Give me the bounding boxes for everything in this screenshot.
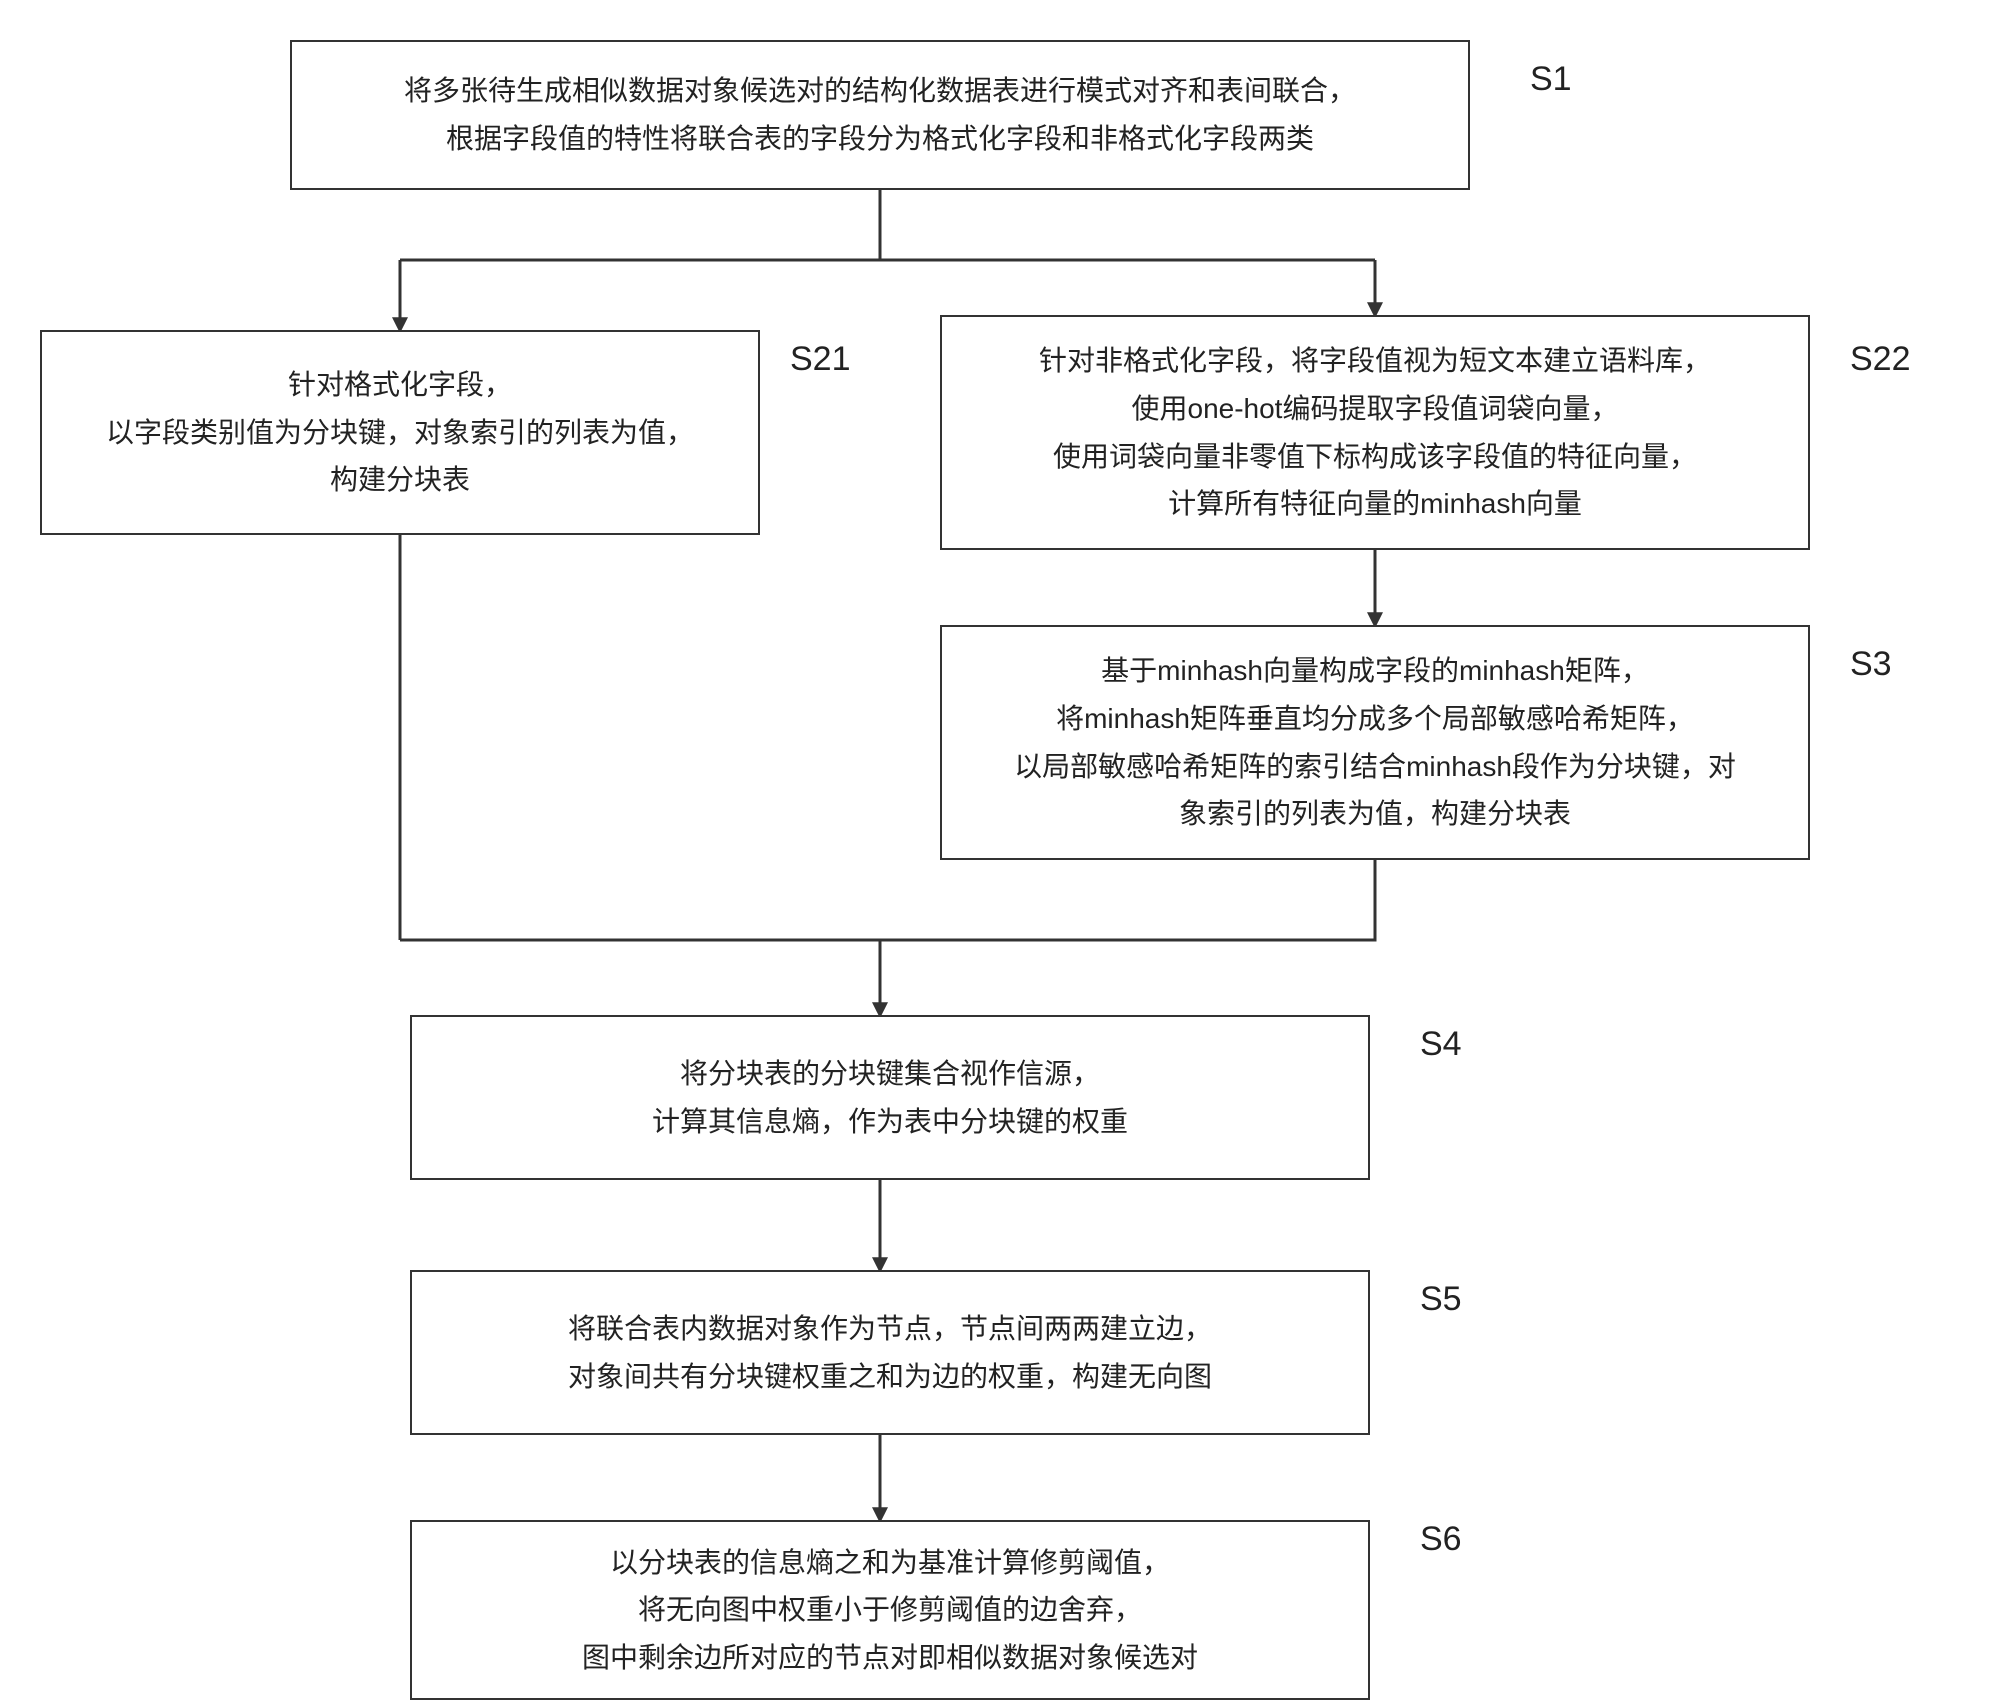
step-label-s22: S22 — [1850, 340, 1911, 379]
flowchart-node-s6: 以分块表的信息熵之和为基准计算修剪阈值，将无向图中权重小于修剪阈值的边舍弃，图中… — [410, 1520, 1370, 1700]
node-text: 将多张待生成相似数据对象候选对的结构化数据表进行模式对齐和表间联合，根据字段值的… — [404, 67, 1356, 162]
step-label-s21: S21 — [790, 340, 851, 379]
node-text: 基于minhash向量构成字段的minhash矩阵，将minhash矩阵垂直均分… — [1014, 647, 1736, 837]
flowchart-node-s5: 将联合表内数据对象作为节点，节点间两两建立边，对象间共有分块键权重之和为边的权重… — [410, 1270, 1370, 1435]
flowchart-node-s4: 将分块表的分块键集合视作信源，计算其信息熵，作为表中分块键的权重 — [410, 1015, 1370, 1180]
node-text: 将分块表的分块键集合视作信源，计算其信息熵，作为表中分块键的权重 — [652, 1050, 1128, 1145]
step-label-s1: S1 — [1530, 60, 1572, 99]
node-text: 以分块表的信息熵之和为基准计算修剪阈值，将无向图中权重小于修剪阈值的边舍弃，图中… — [582, 1539, 1198, 1682]
flowchart-canvas: 将多张待生成相似数据对象候选对的结构化数据表进行模式对齐和表间联合，根据字段值的… — [0, 0, 2003, 1704]
node-text: 针对非格式化字段，将字段值视为短文本建立语料库，使用one-hot编码提取字段值… — [1039, 337, 1711, 527]
step-label-s3: S3 — [1850, 645, 1892, 684]
node-text: 将联合表内数据对象作为节点，节点间两两建立边，对象间共有分块键权重之和为边的权重… — [568, 1305, 1212, 1400]
flowchart-node-s1: 将多张待生成相似数据对象候选对的结构化数据表进行模式对齐和表间联合，根据字段值的… — [290, 40, 1470, 190]
flowchart-edge — [400, 860, 1375, 940]
step-label-s4: S4 — [1420, 1025, 1462, 1064]
step-label-s6: S6 — [1420, 1520, 1462, 1559]
flowchart-node-s22: 针对非格式化字段，将字段值视为短文本建立语料库，使用one-hot编码提取字段值… — [940, 315, 1810, 550]
flowchart-node-s3: 基于minhash向量构成字段的minhash矩阵，将minhash矩阵垂直均分… — [940, 625, 1810, 860]
flowchart-node-s21: 针对格式化字段，以字段类别值为分块键，对象索引的列表为值，构建分块表 — [40, 330, 760, 535]
step-label-s5: S5 — [1420, 1280, 1462, 1319]
node-text: 针对格式化字段，以字段类别值为分块键，对象索引的列表为值，构建分块表 — [106, 361, 694, 504]
